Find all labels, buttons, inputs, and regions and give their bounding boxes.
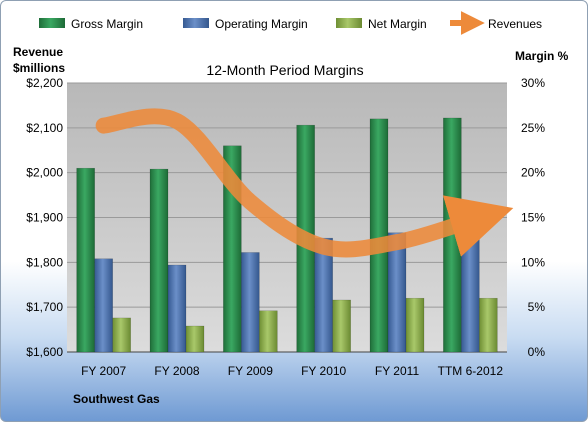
legend-label-gross-margin: Gross Margin <box>71 17 143 31</box>
right-tick-label: 15% <box>521 211 545 225</box>
revenue-line <box>95 108 514 258</box>
left-axis-ticks: $1,600 $1,700 $1,800 $1,900 $2,000 $2,100 $2,2… <box>26 76 63 359</box>
bar-operating-margin[interactable] <box>94 258 113 353</box>
company-name: Southwest Gas <box>73 392 160 406</box>
legend-swatch-operating-margin <box>183 18 209 28</box>
left-tick-label: $1,700 <box>26 300 63 314</box>
legend-item-operating-margin[interactable]: Operating Margin <box>183 17 308 31</box>
legend-label-net-margin: Net Margin <box>368 17 427 31</box>
category-labels: FY 2007 FY 2008 FY 2009 FY 2010 FY 2011 TTM 6… <box>81 364 503 378</box>
category-label: FY 2009 <box>228 364 273 378</box>
right-tick-label: 0% <box>528 345 546 359</box>
right-tick-label: 10% <box>521 255 545 269</box>
legend-swatch-net-margin <box>336 18 362 28</box>
right-tick-label: 5% <box>528 300 546 314</box>
chart-title: 12-Month Period Margins <box>206 62 363 78</box>
right-tick-label: 25% <box>521 121 545 135</box>
bar-net-margin[interactable] <box>405 297 425 353</box>
left-tick-label: $1,900 <box>26 211 63 225</box>
left-axis-title-line1: Revenue <box>13 45 63 59</box>
left-tick-label: $2,200 <box>26 76 63 90</box>
left-axis-title-line2: $millions <box>13 61 65 75</box>
legend-swatch-gross-margin <box>39 18 65 28</box>
category-label: FY 2008 <box>154 364 199 378</box>
legend-label-revenues: Revenues <box>488 17 542 31</box>
bar-net-margin[interactable] <box>479 297 498 353</box>
left-tick-label: $1,800 <box>26 255 63 269</box>
bar-gross-margin[interactable] <box>369 118 389 353</box>
bar-gross-margin[interactable] <box>149 168 169 353</box>
category-label: FY 2010 <box>301 364 346 378</box>
category-label: TTM 6-2012 <box>438 364 504 378</box>
legend-label-operating-margin: Operating Margin <box>215 17 308 31</box>
bar-gross-margin[interactable] <box>76 167 95 353</box>
bar-operating-margin[interactable] <box>314 237 333 353</box>
legend: Gross Margin Operating Margin Net Margin… <box>39 11 542 35</box>
right-axis-ticks: 0% 5% 10% 15% 20% 25% 30% <box>521 76 545 359</box>
legend-item-net-margin[interactable]: Net Margin <box>336 17 427 31</box>
legend-item-revenues[interactable]: Revenues <box>450 11 542 35</box>
bar-operating-margin[interactable] <box>241 252 260 353</box>
right-tick-label: 30% <box>521 76 545 90</box>
bar-operating-margin[interactable] <box>461 235 480 353</box>
revenues-line[interactable] <box>95 108 514 258</box>
left-tick-label: $2,000 <box>26 166 63 180</box>
left-tick-label: $2,100 <box>26 121 63 135</box>
bar-operating-margin[interactable] <box>387 232 407 353</box>
category-label: FY 2007 <box>81 364 126 378</box>
bar-net-margin[interactable] <box>185 325 205 353</box>
gridlines <box>67 82 507 353</box>
left-tick-label: $1,600 <box>26 345 63 359</box>
legend-item-gross-margin[interactable]: Gross Margin <box>39 17 143 31</box>
category-label: FY 2011 <box>375 364 420 378</box>
right-tick-label: 20% <box>521 166 545 180</box>
right-axis-title: Margin % <box>515 49 569 63</box>
bar-operating-margin[interactable] <box>167 264 187 353</box>
bar-net-margin[interactable] <box>112 317 131 353</box>
bar-net-margin[interactable] <box>332 299 351 353</box>
bar-net-margin[interactable] <box>259 310 278 353</box>
